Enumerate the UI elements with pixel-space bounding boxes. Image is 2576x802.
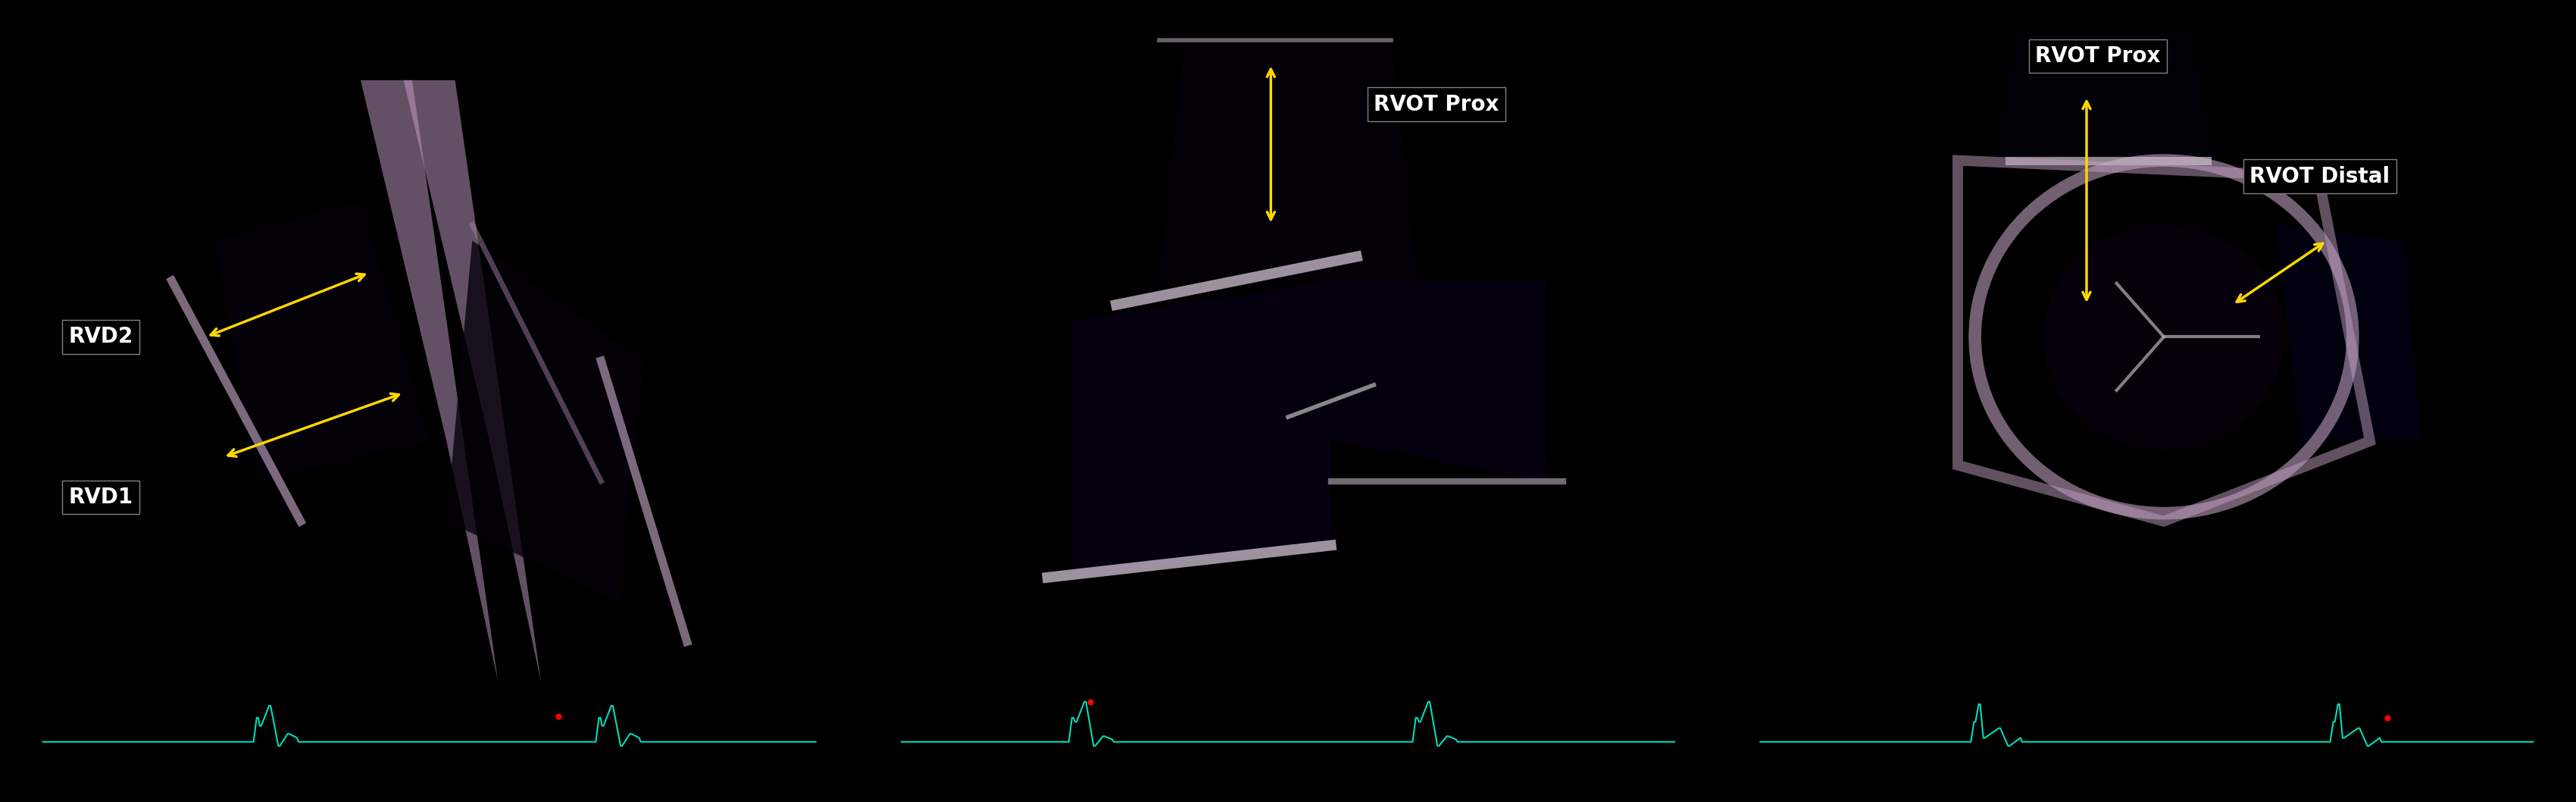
Polygon shape [2275, 225, 2421, 441]
Text: RVOT Prox: RVOT Prox [2035, 46, 2161, 67]
Text: RVD2: RVD2 [70, 326, 134, 347]
Polygon shape [404, 80, 541, 682]
Polygon shape [1159, 40, 1417, 281]
Polygon shape [214, 200, 430, 481]
Polygon shape [1332, 281, 1546, 481]
Polygon shape [446, 241, 644, 602]
Text: RVD1: RVD1 [70, 487, 134, 508]
Text: RVOT Distal: RVOT Distal [2249, 166, 2391, 187]
Polygon shape [1074, 281, 1332, 577]
Text: RVOT Prox: RVOT Prox [1373, 94, 1499, 115]
Circle shape [2043, 225, 2285, 449]
Polygon shape [1991, 32, 2215, 160]
Polygon shape [361, 80, 497, 682]
